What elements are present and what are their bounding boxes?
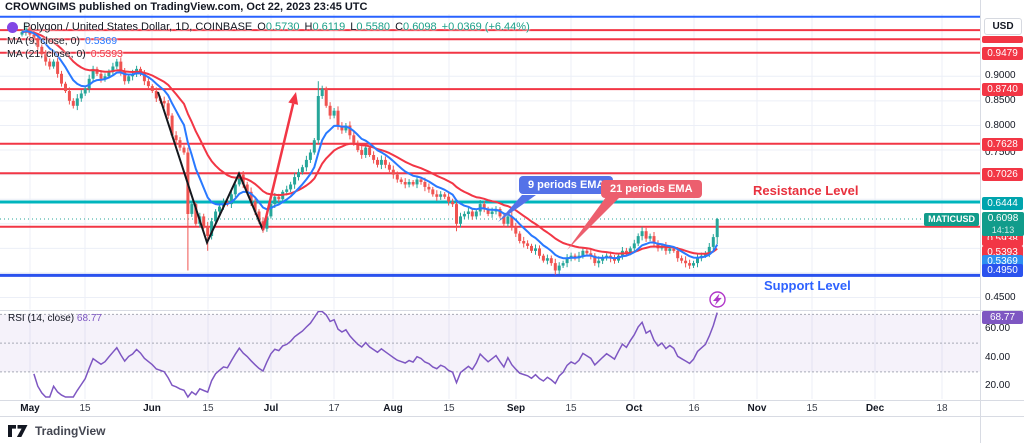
- symbol-title[interactable]: Polygon / United States Dollar, 1D, COIN…: [23, 21, 253, 33]
- current-price-label: 0.6098 14:13: [982, 212, 1024, 236]
- price-tick-label: 0.8000: [985, 120, 1016, 131]
- price-tick-label: 0.9000: [985, 70, 1016, 81]
- level-price-label: 0.9479: [982, 46, 1023, 60]
- time-tick-jul: Jul: [263, 403, 279, 414]
- close-value: 0.6098: [403, 21, 437, 33]
- support-level-text[interactable]: Support Level: [764, 278, 851, 293]
- level-price-label: 0.4950: [982, 263, 1023, 277]
- lightning-icon: [713, 293, 722, 306]
- high-value: 0.6119: [312, 21, 346, 33]
- rsi-legend: RSI (14, close) 68.77: [8, 313, 102, 324]
- ema9-line[interactable]: [21, 30, 719, 260]
- time-tick-15: 15: [79, 403, 91, 414]
- rsi-value-badge: 68.77: [982, 310, 1023, 324]
- time-tick-15: 15: [443, 403, 455, 414]
- pane-divider[interactable]: [0, 310, 1024, 311]
- clipped-price-label: [982, 36, 1023, 43]
- clipped-price-label: [982, 240, 1023, 244]
- ema9-callout-tail: [498, 195, 536, 222]
- level-price-label: 0.7628: [982, 137, 1023, 151]
- price-scale[interactable]: USD 0.6098 14:13 0.9000 0.8500 0.8000 0.750…: [980, 0, 1024, 443]
- time-tick-16: 16: [688, 403, 700, 414]
- time-tick-15: 15: [202, 403, 214, 414]
- time-tick-nov: Nov: [747, 403, 767, 414]
- publish-note: CROWNGIMS published on TradingView.com, …: [5, 1, 368, 13]
- time-tick-jun: Jun: [143, 403, 161, 414]
- time-scale[interactable]: May 15 Jun 15 Jul 17 Aug 15 Sep 15 Oct 16 Nov 15 Dec 18: [0, 400, 980, 416]
- ema21-callout-bubble[interactable]: 21 periods EMA: [601, 180, 702, 198]
- rsi-pane: [0, 310, 980, 399]
- up-arrow-drawing[interactable]: [261, 103, 295, 231]
- level-price-label: 0.7026: [982, 167, 1023, 181]
- price-tick-label: 40.00: [985, 352, 1011, 363]
- trend-zigzag-drawing[interactable]: [157, 91, 264, 246]
- time-tick-15: 15: [565, 403, 577, 414]
- axis-divider: [0, 400, 1024, 401]
- resistance-level-text[interactable]: Resistance Level: [753, 183, 859, 198]
- ema21-line[interactable]: [21, 30, 718, 255]
- change-value: +0.0369 (+6.44%): [441, 21, 530, 33]
- level-price-label: 0.6444: [982, 196, 1023, 210]
- price-tick-label: 20.00: [985, 380, 1011, 391]
- open-value: 0.5730: [265, 21, 300, 33]
- time-tick-sep: Sep: [506, 403, 526, 414]
- time-tick-oct: Oct: [625, 403, 643, 414]
- price-tick-label: 60.00: [985, 323, 1011, 334]
- tradingview-logo-icon: [8, 424, 28, 437]
- rsi-line: [33, 310, 718, 399]
- price-tick-label: 0.8500: [985, 95, 1016, 106]
- low-value: 0.5580: [356, 21, 391, 33]
- level-price-label: 0.8740: [982, 82, 1023, 96]
- ma21-value: 0.5393: [90, 47, 123, 60]
- price-tick-label: 0.4500: [985, 292, 1016, 303]
- drawing-objects[interactable]: [157, 91, 726, 308]
- level-lines[interactable]: [0, 15, 980, 277]
- symbol-price-tag: MATICUSD: [924, 213, 979, 226]
- time-tick-17: 17: [328, 403, 340, 414]
- time-tick-15: 15: [806, 403, 818, 414]
- ma21-legend-row[interactable]: MA (21, close, 0) 0.5393: [7, 47, 123, 60]
- time-tick-dec: Dec: [865, 403, 885, 414]
- currency-usd-button[interactable]: USD: [984, 18, 1022, 35]
- arrow-head: [288, 92, 299, 105]
- ema21-callout-tail: [567, 197, 620, 250]
- bar-countdown: 14:13: [991, 225, 1015, 235]
- candlestick-series: [20, 23, 719, 275]
- time-tick-may: May: [20, 403, 40, 414]
- time-tick-18: 18: [936, 403, 948, 414]
- bottom-divider: [0, 416, 1024, 417]
- rsi-value: 68.77: [76, 313, 102, 324]
- footer-brand[interactable]: TradingView: [8, 424, 105, 438]
- time-tick-aug: Aug: [383, 403, 403, 414]
- chart-legend: Polygon / United States Dollar, 1D, COIN…: [7, 21, 530, 60]
- ema9-callout-bubble[interactable]: 9 periods EMA: [519, 176, 614, 194]
- ma9-legend-row[interactable]: MA (9, close, 0) 0.5369: [7, 34, 118, 47]
- ma9-value: 0.5369: [84, 34, 118, 47]
- polygon-symbol-icon: [7, 21, 18, 33]
- price-tick-label: 0.7500: [985, 147, 1016, 158]
